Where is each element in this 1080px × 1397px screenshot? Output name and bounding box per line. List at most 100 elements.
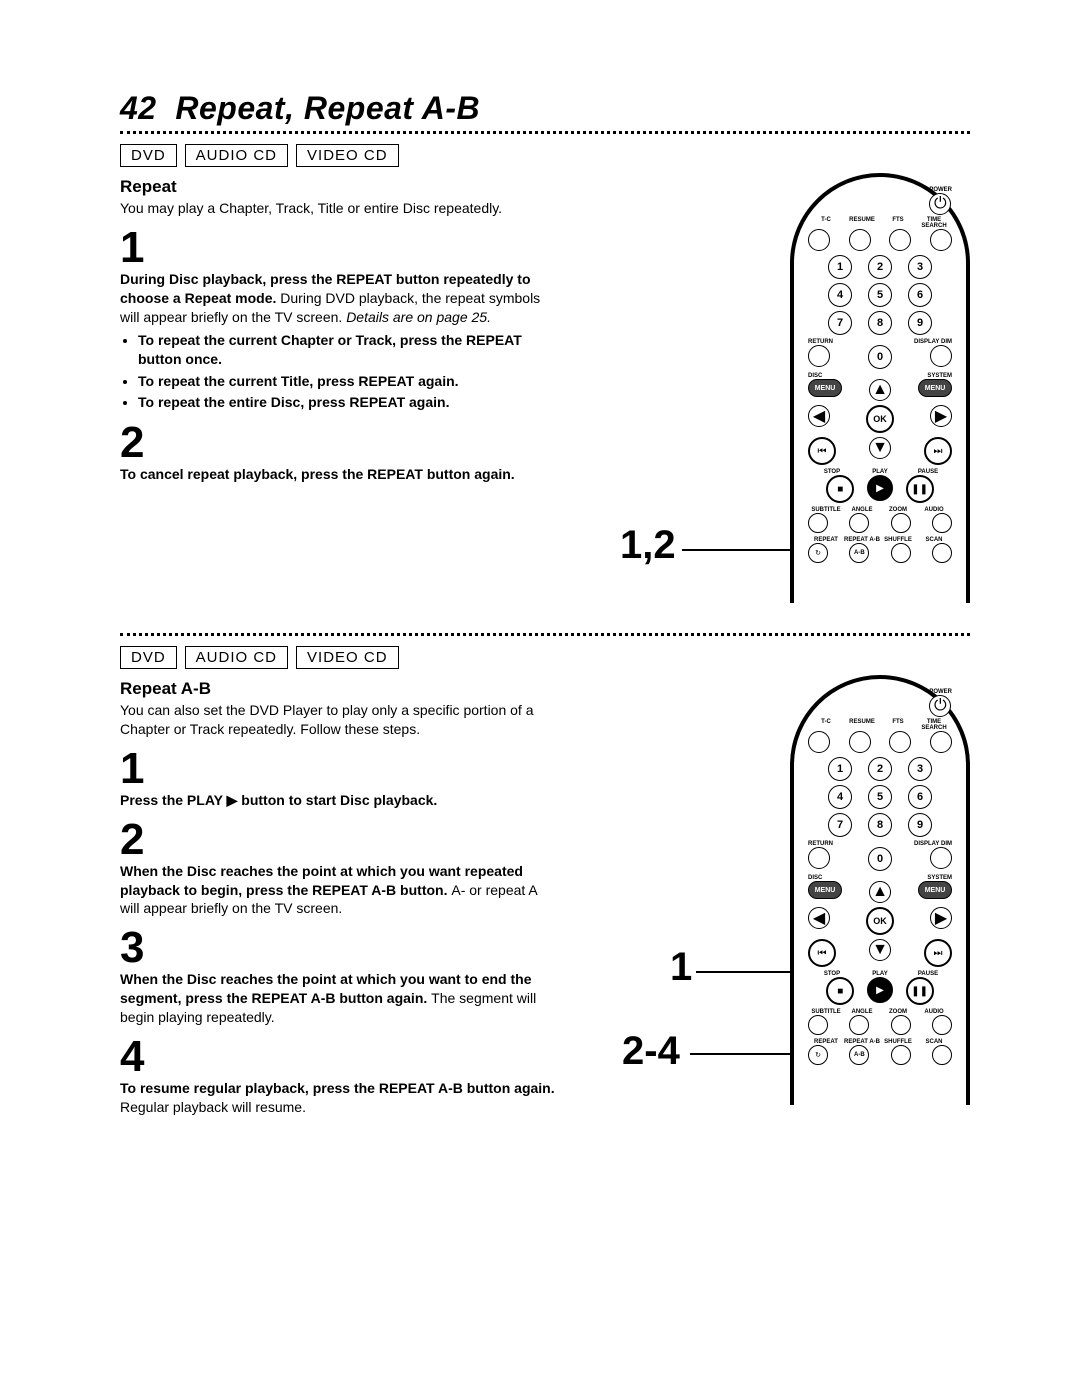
repeat-ab-button: A-B xyxy=(849,1045,869,1065)
numpad-button: 6 xyxy=(908,283,932,307)
pause-button: ❚❚ xyxy=(906,977,934,1005)
numpad-button: 1 xyxy=(828,757,852,781)
callout-label: 1 xyxy=(670,945,692,990)
numpad-button: 7 xyxy=(828,813,852,837)
option-button xyxy=(932,1015,952,1035)
step-text: Press the PLAY ▶ button to start Disc pl… xyxy=(120,791,560,810)
shuffle-button xyxy=(891,1045,911,1065)
step-text: When the Disc reaches the point at which… xyxy=(120,970,560,1027)
bullet-list: To repeat the current Chapter or Track, … xyxy=(120,331,560,413)
section-heading: Repeat xyxy=(120,177,560,197)
step-number: 4 xyxy=(120,1035,560,1079)
option-button xyxy=(891,1015,911,1035)
display-button xyxy=(930,345,952,367)
numpad-button: 0 xyxy=(868,345,892,369)
divider xyxy=(120,131,970,134)
numpad-button: 5 xyxy=(868,283,892,307)
repeat-button: ↻ xyxy=(808,1045,828,1065)
numpad-button: 2 xyxy=(868,757,892,781)
function-button xyxy=(930,229,952,251)
step-text: When the Disc reaches the point at which… xyxy=(120,862,560,919)
nav-right-button: ▶ xyxy=(930,405,952,427)
media-audio-cd: AUDIO CD xyxy=(185,646,288,669)
numpad-button: 4 xyxy=(828,283,852,307)
function-button xyxy=(930,731,952,753)
numpad-button: 8 xyxy=(868,311,892,335)
step-number: 3 xyxy=(120,926,560,970)
stop-button: ■ xyxy=(826,475,854,503)
option-button xyxy=(808,1015,828,1035)
media-video-cd: VIDEO CD xyxy=(296,144,399,167)
numpad-button: 3 xyxy=(908,255,932,279)
section-heading: Repeat A-B xyxy=(120,679,560,699)
numpad-button: 8 xyxy=(868,813,892,837)
callout-label: 1,2 xyxy=(620,523,676,568)
system-menu-button: MENU xyxy=(918,379,952,397)
function-button xyxy=(808,229,830,251)
nav-up-button: ▲ xyxy=(869,881,891,903)
numpad-button: 5 xyxy=(868,785,892,809)
function-button xyxy=(849,229,871,251)
nav-left-button: ◀ xyxy=(808,405,830,427)
step-number: 2 xyxy=(120,818,560,862)
step-text: To cancel repeat playback, press the REP… xyxy=(120,465,560,484)
option-button xyxy=(849,1015,869,1035)
option-button xyxy=(932,513,952,533)
system-menu-button: MENU xyxy=(918,881,952,899)
repeat-button: ↻ xyxy=(808,543,828,563)
media-dvd: DVD xyxy=(120,646,177,669)
divider xyxy=(120,633,970,636)
step-number: 2 xyxy=(120,421,560,465)
disc-menu-button: MENU xyxy=(808,379,842,397)
remote-illustration: 1,2 POWER⏻T-CRESUMEFTSTIME SEARCH1234567… xyxy=(730,173,970,603)
prev-button: ⏮ xyxy=(808,939,836,967)
numpad-button: 1 xyxy=(828,255,852,279)
step-text: During Disc playback, press the REPEAT b… xyxy=(120,270,560,327)
callout-line xyxy=(682,549,798,551)
numpad-button: 2 xyxy=(868,255,892,279)
function-button xyxy=(889,731,911,753)
function-button xyxy=(808,731,830,753)
next-button: ⏭ xyxy=(924,939,952,967)
numpad-button: 6 xyxy=(908,785,932,809)
nav-right-button: ▶ xyxy=(930,907,952,929)
function-button xyxy=(889,229,911,251)
play-button: ▶ xyxy=(867,475,893,501)
numpad-button: 0 xyxy=(868,847,892,871)
pause-button: ❚❚ xyxy=(906,475,934,503)
media-audio-cd: AUDIO CD xyxy=(185,144,288,167)
option-button xyxy=(849,513,869,533)
numpad-button: 4 xyxy=(828,785,852,809)
callout-label: 2-4 xyxy=(622,1029,680,1074)
disc-menu-button: MENU xyxy=(808,881,842,899)
prev-button: ⏮ xyxy=(808,437,836,465)
display-button xyxy=(930,847,952,869)
media-type-row: DVD AUDIO CD VIDEO CD xyxy=(120,646,970,669)
option-button xyxy=(891,513,911,533)
ok-button: OK xyxy=(866,405,894,433)
option-button xyxy=(808,513,828,533)
media-dvd: DVD xyxy=(120,144,177,167)
media-type-row: DVD AUDIO CD VIDEO CD xyxy=(120,144,970,167)
scan-button xyxy=(932,1045,952,1065)
page-title: 42 Repeat, Repeat A-B xyxy=(120,90,970,127)
nav-down-button: ▼ xyxy=(869,437,891,459)
nav-left-button: ◀ xyxy=(808,907,830,929)
numpad-button: 9 xyxy=(908,311,932,335)
function-button xyxy=(849,731,871,753)
nav-up-button: ▲ xyxy=(869,379,891,401)
media-video-cd: VIDEO CD xyxy=(296,646,399,669)
power-button: ⏻ xyxy=(929,193,951,215)
play-button: ▶ xyxy=(867,977,893,1003)
return-button xyxy=(808,847,830,869)
intro-text: You may play a Chapter, Track, Title or … xyxy=(120,199,560,218)
scan-button xyxy=(932,543,952,563)
step-number: 1 xyxy=(120,226,560,270)
step-text: To resume regular playback, press the RE… xyxy=(120,1079,560,1117)
return-button xyxy=(808,345,830,367)
shuffle-button xyxy=(891,543,911,563)
numpad-button: 7 xyxy=(828,311,852,335)
power-button: ⏻ xyxy=(929,695,951,717)
ok-button: OK xyxy=(866,907,894,935)
nav-down-button: ▼ xyxy=(869,939,891,961)
